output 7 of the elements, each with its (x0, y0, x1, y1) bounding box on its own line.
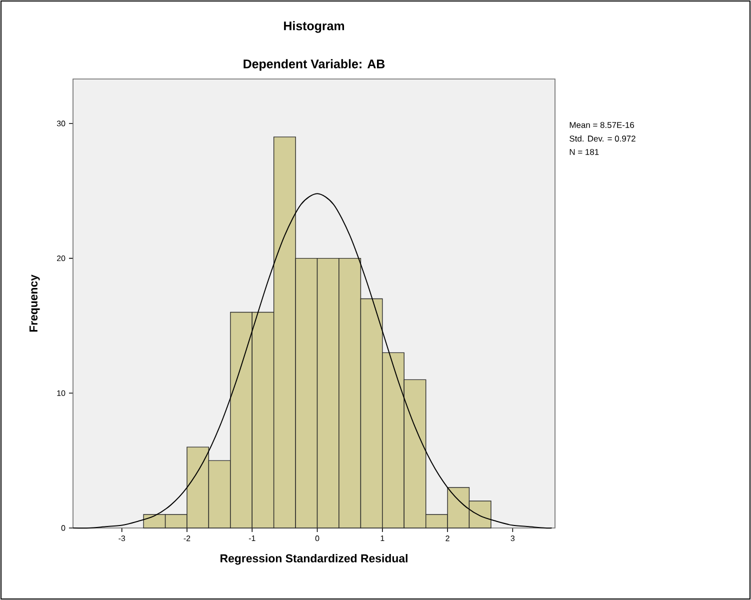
text: Std. Dev. = 0.972 (570, 135, 636, 142)
chart-subtitle: Dependent Variable: AB (244, 59, 385, 71)
text: Mean = 8.57E-16 (570, 122, 634, 128)
text: N = 181 (570, 148, 599, 155)
y-axis-title: Frequency (30, 274, 40, 332)
chart-title: Histogram (284, 21, 344, 33)
x-axis-title: Regression Standardized Residual (220, 554, 408, 565)
